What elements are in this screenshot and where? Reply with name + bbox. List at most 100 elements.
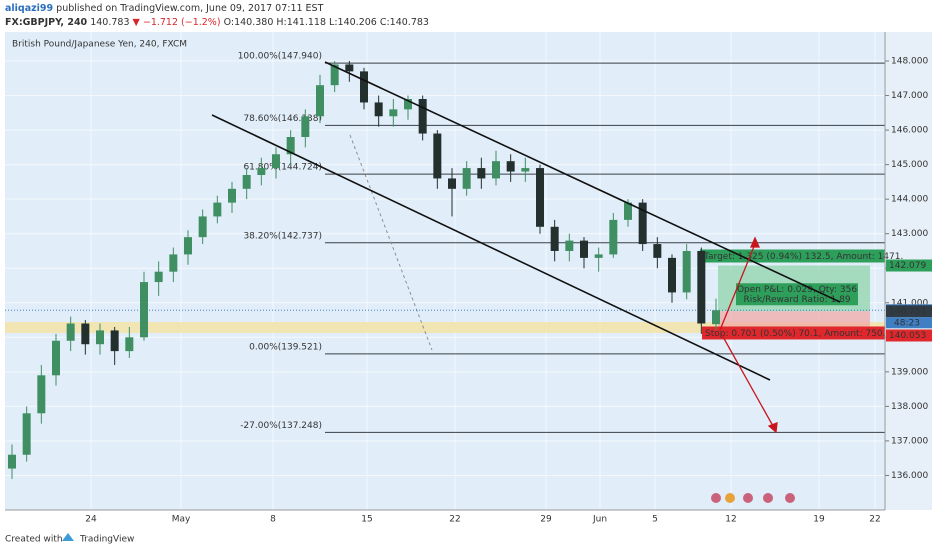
candle-body bbox=[580, 240, 588, 258]
last: 140.783 bbox=[90, 17, 129, 28]
candle-body bbox=[37, 375, 46, 414]
x-tick-label: 24 bbox=[85, 515, 97, 525]
channel-upper bbox=[324, 61, 841, 303]
candle-body bbox=[697, 250, 706, 324]
candle-body bbox=[257, 168, 266, 175]
candle-body bbox=[8, 454, 16, 469]
chart-title: British Pound/Japanese Yen, 240, FXCM bbox=[12, 40, 187, 50]
event-icon bbox=[711, 493, 721, 503]
candle-body bbox=[521, 168, 530, 172]
candle-body bbox=[448, 178, 456, 189]
candle-body bbox=[360, 71, 368, 103]
y-tick-label: 137.000 bbox=[891, 436, 928, 446]
rr-label: Risk/Reward Ratio: 1.89 bbox=[743, 295, 850, 305]
price-tag-bg bbox=[886, 305, 932, 318]
candle-body bbox=[462, 168, 471, 189]
price-tag: 140.053 bbox=[889, 331, 926, 341]
x-tick-label: 22 bbox=[869, 515, 880, 525]
arrow-down bbox=[721, 334, 774, 427]
candle-body bbox=[169, 254, 178, 272]
stop-label: Stop: 0.701 (0.50%) 70.1, Amount: 750.44 bbox=[705, 329, 897, 339]
dashed-line bbox=[349, 134, 433, 351]
candle-body bbox=[213, 202, 222, 217]
y-tick-label: 139.000 bbox=[891, 367, 928, 377]
candle-body bbox=[492, 161, 500, 179]
candle-body bbox=[345, 64, 354, 72]
arrow-up bbox=[719, 243, 756, 331]
candle-body bbox=[594, 254, 603, 258]
price-tag-bg bbox=[886, 329, 932, 342]
target-bg bbox=[700, 249, 885, 263]
author: aliqazi99 bbox=[5, 3, 53, 14]
candle-body bbox=[96, 330, 104, 345]
fib-label: 0.00%(139.521) bbox=[249, 342, 322, 352]
event-icon bbox=[743, 493, 753, 503]
x-tick-label: 15 bbox=[361, 515, 372, 525]
fib-label: 38.20%(142.737) bbox=[243, 231, 322, 241]
candle-body bbox=[389, 109, 398, 117]
y-tick-label: 148.000 bbox=[891, 57, 928, 67]
price-tag: 142.079 bbox=[889, 261, 926, 271]
candle-body bbox=[550, 226, 559, 251]
event-icons bbox=[711, 493, 795, 503]
candle-body bbox=[81, 323, 90, 345]
fib-label: 100.00%(147.940) bbox=[238, 52, 322, 62]
footer: Created with bbox=[5, 535, 63, 545]
candle-body bbox=[536, 168, 544, 227]
candle-body bbox=[433, 133, 442, 179]
candle-body bbox=[638, 202, 647, 245]
stop-bg bbox=[702, 326, 885, 340]
pnl-bg bbox=[736, 283, 858, 306]
footer-bg bbox=[0, 528, 932, 550]
ohlc: O:140.380 H:141.118 L:140.206 C:140.783 bbox=[224, 17, 429, 28]
x-tick-label: Jun bbox=[592, 515, 607, 525]
arrow-head bbox=[749, 236, 761, 248]
candle-body bbox=[140, 282, 148, 338]
event-icon bbox=[725, 493, 735, 503]
candle-body bbox=[506, 161, 515, 172]
fib-label: 61.80%(144.724) bbox=[243, 163, 322, 173]
event-icon bbox=[763, 493, 773, 503]
symbol: FX:GBPJPY, 240 bbox=[5, 17, 88, 28]
candle-body bbox=[125, 337, 134, 352]
y-tick-label: 141.000 bbox=[891, 298, 928, 308]
y-tick-label: 143.000 bbox=[891, 229, 928, 239]
y-tick-label: 136.000 bbox=[891, 471, 928, 481]
y-tick-label: 147.000 bbox=[891, 91, 928, 101]
candle-body bbox=[22, 413, 31, 455]
countdown-bg bbox=[886, 317, 932, 329]
fib-levels: 100.00%(147.940) 78.60%(146.138) 61.80%(14… bbox=[238, 52, 885, 433]
header-line: aliqazi99 published on TradingView.com, … bbox=[5, 3, 324, 14]
event-icon bbox=[785, 493, 795, 503]
change: ▼ −1.712 (−1.2%) bbox=[133, 17, 221, 28]
price-tag-bg bbox=[886, 259, 932, 272]
candle-body bbox=[242, 174, 251, 189]
brand: TradingView bbox=[79, 535, 134, 545]
arrows bbox=[719, 236, 778, 434]
fib-label: 78.60%(146.138) bbox=[243, 114, 322, 124]
grid: 136.000137.000138.000139.000140.000141.0… bbox=[5, 32, 928, 510]
pnl-label: Open P&L: 0.029, Qty: 356 bbox=[737, 285, 857, 295]
candle-body bbox=[609, 219, 618, 255]
x-tick-label: 12 bbox=[725, 515, 736, 525]
x-tick-label: 29 bbox=[540, 515, 552, 525]
brand-logo bbox=[62, 533, 74, 541]
x-tick-label: 19 bbox=[813, 515, 825, 525]
x-tick-label: May bbox=[172, 515, 191, 525]
support-zone bbox=[5, 322, 885, 333]
candle-body bbox=[272, 154, 280, 169]
candle-body bbox=[110, 330, 119, 352]
candle-body bbox=[330, 64, 339, 86]
candle-body bbox=[374, 102, 383, 117]
arrow-head bbox=[767, 422, 778, 434]
y-tick-label: 146.000 bbox=[891, 126, 928, 136]
y-tick-label: 144.000 bbox=[891, 195, 928, 205]
candle-body bbox=[198, 216, 207, 238]
symbol-line: FX:GBPJPY, 240 140.783 ▼ −1.712 (−1.2%) … bbox=[5, 17, 429, 28]
x-tick-label: 8 bbox=[270, 515, 276, 525]
candle-body bbox=[712, 310, 720, 325]
candle-body bbox=[418, 99, 427, 134]
candle-body bbox=[301, 116, 310, 137]
